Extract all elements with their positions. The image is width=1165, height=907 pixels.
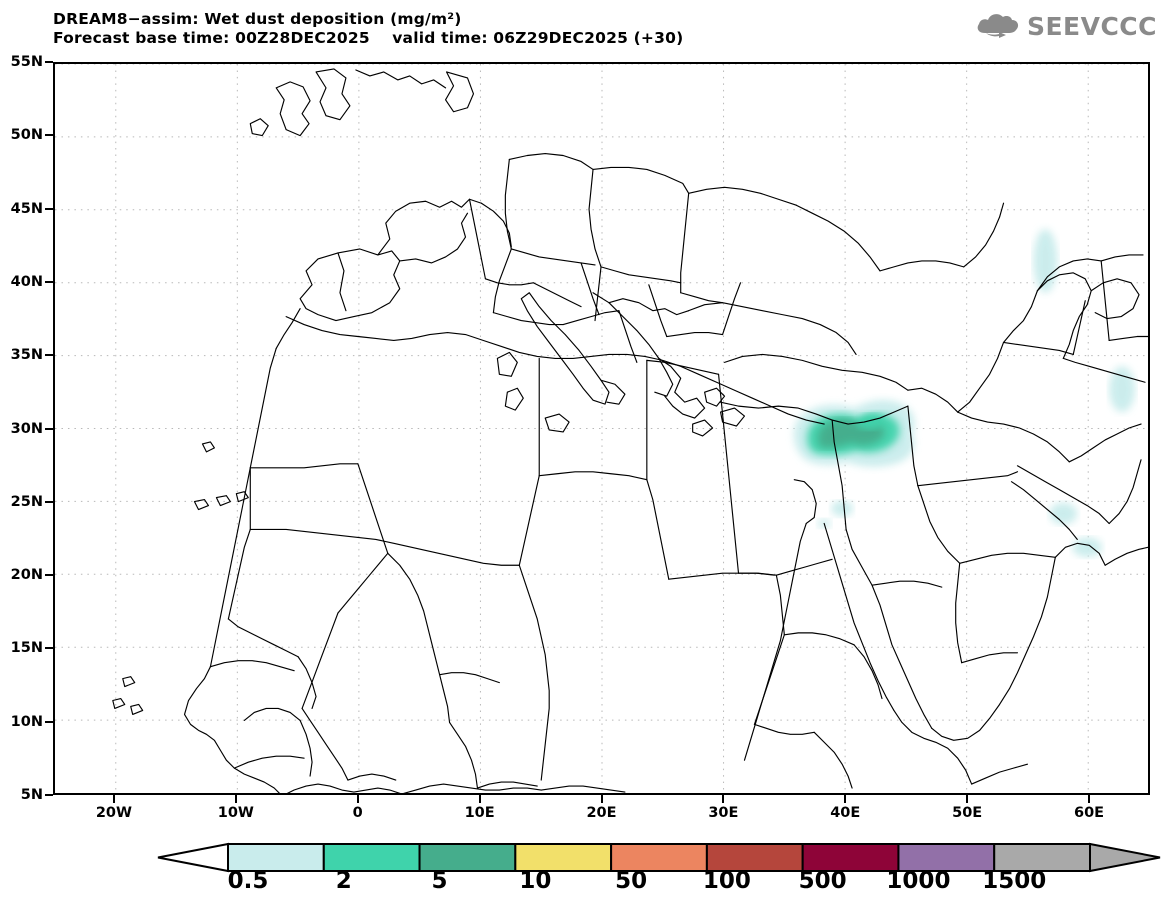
tick-mark [722, 795, 725, 803]
colorbar-segment-1500[interactable] [993, 843, 1092, 872]
tick-mark [600, 795, 603, 803]
colorbar-label-1500: 1500 [982, 868, 1047, 894]
tick-mark [45, 207, 53, 210]
lat-label: 25N [10, 493, 43, 510]
colorbar-swatches [157, 842, 1161, 873]
lon-tick-30E: 30E [683, 795, 763, 825]
lon-label: 10E [464, 805, 495, 821]
lon-label: 40E [830, 805, 861, 821]
colorbar-label-0.5: 0.5 [227, 868, 269, 894]
lon-tick-10W: 10W [196, 795, 276, 825]
lon-label: 20E [586, 805, 617, 821]
tick-mark [1088, 795, 1091, 803]
colorbar-over-arrow [1089, 842, 1161, 873]
lat-tick-25N: 25N [0, 494, 53, 510]
header: DREAM8−assim: Wet dust deposition (mg/m²… [0, 0, 1165, 58]
lon-label: 30E [708, 805, 739, 821]
tick-mark [45, 427, 53, 430]
dust-deposition-field [793, 229, 1136, 558]
lat-label: 20N [10, 567, 43, 584]
lat-label: 45N [10, 200, 43, 217]
lat-tick-40N: 40N [0, 274, 53, 290]
colorbar-under-arrow [157, 842, 229, 873]
lon-tick-20E: 20E [562, 795, 642, 825]
lon-tick-60E: 60E [1049, 795, 1129, 825]
tick-mark [45, 794, 53, 796]
tick-mark [45, 280, 53, 283]
lon-label: 50E [952, 805, 983, 821]
colorbar-segment-500[interactable] [801, 843, 900, 872]
lat-label: 50N [10, 127, 43, 144]
lat-label: 30N [10, 420, 43, 437]
lat-label: 5N [20, 787, 43, 803]
colorbar-label-5: 5 [431, 868, 448, 894]
lat-tick-5N: 5N [0, 787, 53, 803]
colorbar-segment-100[interactable] [705, 843, 804, 872]
lon-tick-20W: 20W [74, 795, 154, 825]
colorbar-segment-2[interactable] [322, 843, 421, 872]
lon-tick-40E: 40E [805, 795, 885, 825]
lat-tick-55N: 55N [0, 54, 53, 70]
lat-label: 40N [10, 273, 43, 290]
colorbar-label-500: 500 [798, 868, 847, 894]
lon-tick-0: 0 [318, 795, 398, 825]
map-panel[interactable] [53, 62, 1150, 795]
tick-mark [45, 354, 53, 357]
lon-label: 10W [217, 805, 254, 821]
logo-wordmark: SEEVCCC [1026, 11, 1157, 41]
tick-mark [45, 574, 53, 577]
tick-mark [478, 795, 481, 803]
seevccc-logo: SEEVCCC [975, 11, 1157, 41]
colorbar-label-10: 10 [519, 868, 552, 894]
tick-mark [45, 61, 53, 63]
lat-tick-30N: 30N [0, 421, 53, 437]
tick-mark [356, 795, 359, 803]
colorbar-segment-0.5[interactable] [227, 843, 325, 872]
colorbar-segment-50[interactable] [610, 843, 708, 872]
lat-label: 10N [10, 713, 43, 730]
dust-patch-caspian [1033, 229, 1058, 293]
colorbar-label-2: 2 [335, 868, 352, 894]
tick-mark [966, 795, 969, 803]
tick-mark [45, 134, 53, 137]
lon-tick-50E: 50E [927, 795, 1007, 825]
lat-tick-15N: 15N [0, 640, 53, 656]
tick-mark [112, 795, 115, 803]
tick-mark [844, 795, 847, 803]
gridlines [55, 64, 1148, 793]
forecast-time-subtitle: Forecast base time: 00Z28DEC2025 valid t… [53, 29, 684, 47]
tick-mark [45, 647, 53, 650]
colorbar-segment-10[interactable] [514, 843, 613, 872]
lon-label: 20W [95, 805, 133, 821]
lon-tick-10E: 10E [440, 795, 520, 825]
tick-mark [45, 720, 53, 723]
colorbar-label-1000: 1000 [886, 868, 951, 894]
lat-label: 55N [10, 54, 43, 70]
lat-label: 35N [10, 347, 43, 364]
coastlines-and-borders [112, 68, 1148, 793]
lat-tick-50N: 50N [0, 127, 53, 143]
colorbar-label-50: 50 [615, 868, 648, 894]
lat-tick-10N: 10N [0, 714, 53, 730]
colorbar-segment-5[interactable] [418, 843, 517, 872]
lat-tick-20N: 20N [0, 567, 53, 583]
tick-mark [234, 795, 237, 803]
cloud-icon [977, 14, 1019, 38]
lat-label: 15N [10, 640, 43, 657]
map-canvas [55, 64, 1148, 793]
lon-label: 0 [352, 805, 363, 821]
page-title: DREAM8−assim: Wet dust deposition (mg/m²… [53, 10, 462, 28]
colorbar-label-100: 100 [702, 868, 751, 894]
lat-tick-45N: 45N [0, 201, 53, 217]
lon-label: 60E [1074, 805, 1105, 821]
colorbar[interactable]: 0.5 2 5 10 50 100 500 1000 1500 [0, 840, 1165, 902]
tick-mark [45, 500, 53, 503]
colorbar-segment-1000[interactable] [897, 843, 996, 872]
lat-tick-35N: 35N [0, 347, 53, 363]
